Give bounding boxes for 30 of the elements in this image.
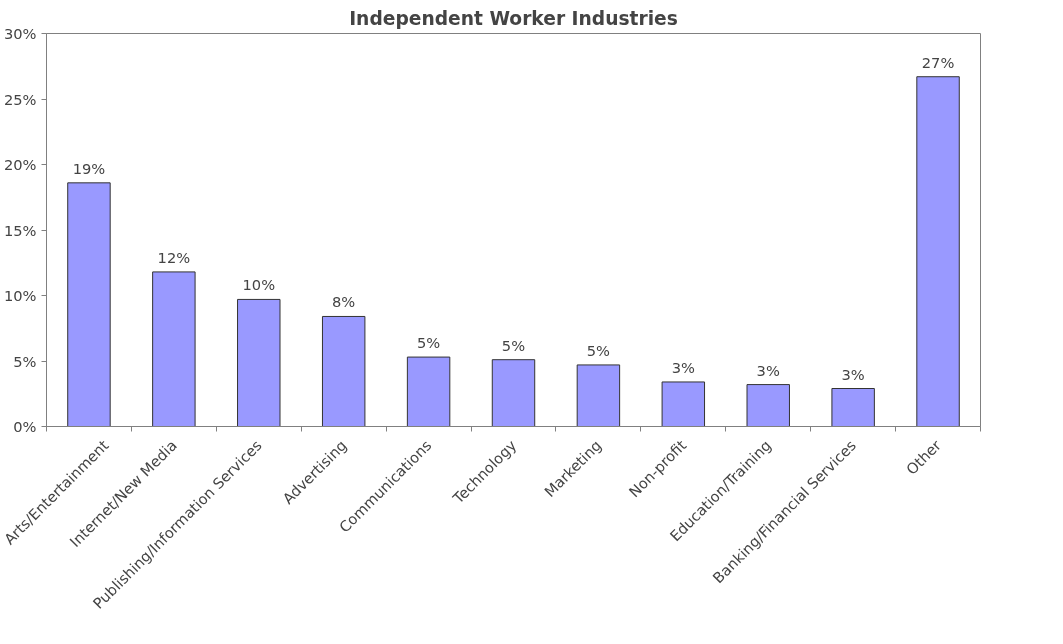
y-tick-label: 30% (3, 25, 37, 42)
bar (67, 182, 111, 427)
bar (661, 381, 706, 427)
bar (152, 271, 196, 427)
y-tick-label: 20% (3, 156, 37, 173)
y-tick-label: 0% (13, 418, 37, 435)
bar (406, 356, 451, 427)
y-tick-label: 15% (3, 221, 37, 239)
data-label: 10% (242, 276, 276, 294)
data-label: 27% (921, 53, 955, 71)
data-label: 19% (72, 159, 106, 177)
data-label: 3% (756, 361, 780, 379)
bar (576, 364, 621, 427)
y-tick-label: 10% (3, 287, 37, 304)
y-tick-label: 25% (3, 90, 37, 108)
data-label: 5% (586, 341, 611, 359)
data-label: 8% (332, 293, 356, 311)
data-label: 3% (841, 365, 865, 383)
chart-title: Independent Worker Industries (349, 7, 678, 29)
bar (491, 359, 536, 427)
data-label: 5% (501, 336, 526, 354)
bar (746, 384, 790, 427)
data-label: 12% (157, 248, 191, 266)
data-label: 5% (416, 334, 441, 352)
y-tick-label: 5% (13, 352, 37, 370)
bar (916, 76, 960, 427)
bar (831, 388, 875, 427)
data-label: 3% (671, 358, 696, 376)
bar (321, 315, 366, 427)
bar (237, 298, 281, 427)
